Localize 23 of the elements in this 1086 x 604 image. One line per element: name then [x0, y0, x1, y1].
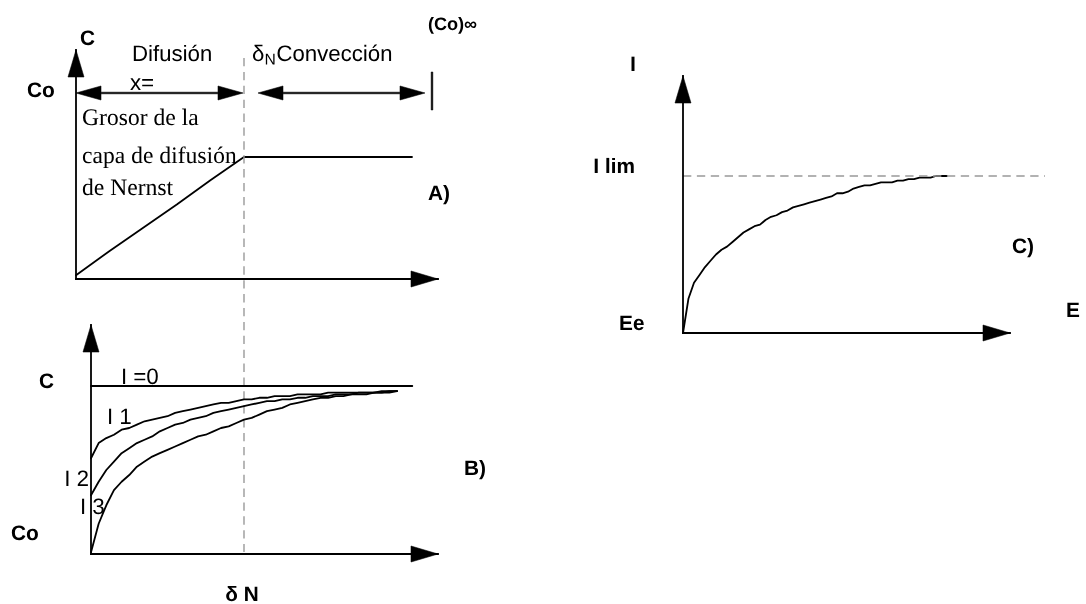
annotation: A)	[428, 184, 449, 205]
text: Ee	[620, 315, 644, 331]
text: Co	[27, 82, 54, 98]
text: (Co)∞	[428, 16, 477, 34]
series-label: I 2	[66, 470, 88, 486]
y-axis-title: I	[631, 56, 635, 71]
series-label: I 1	[109, 408, 131, 424]
series-label: I 3	[82, 498, 104, 515]
x-axis-title: E	[1067, 302, 1080, 317]
text: Grosor de la	[82, 108, 199, 126]
text: C)	[1012, 237, 1033, 258]
annotation: capa de difusión	[82, 146, 237, 169]
text: Difusión	[133, 44, 211, 62]
text: δ$_{N}$Convección	[252, 44, 392, 65]
y-axis-title: C	[80, 30, 95, 46]
text: x=	[130, 78, 153, 90]
text: δ N	[226, 585, 258, 602]
text: C	[39, 373, 54, 389]
text: Co	[11, 525, 38, 541]
text: B)	[465, 459, 485, 480]
series-label: I =0	[123, 368, 158, 385]
ref-line-label: I lim	[594, 157, 634, 173]
annotation: de Nernst	[82, 178, 173, 196]
